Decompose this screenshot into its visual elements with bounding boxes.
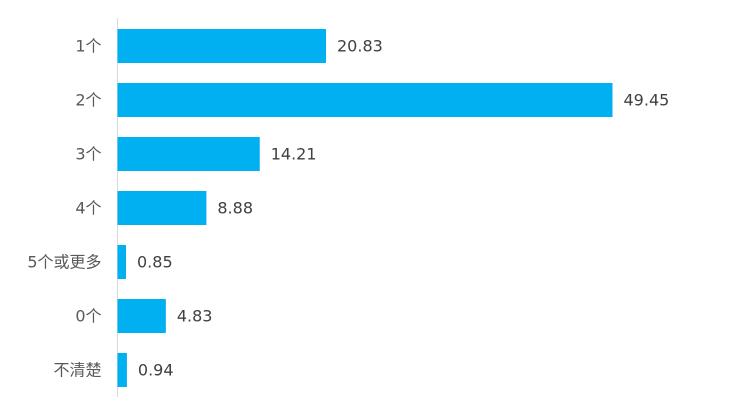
value-label-6: 0.94 bbox=[138, 361, 174, 380]
value-label-1: 49.45 bbox=[624, 91, 670, 110]
value-labels: 20.83 49.45 14.21 8.88 0.85 4.83 0.94 bbox=[137, 37, 669, 380]
bar-2 bbox=[117, 137, 260, 171]
category-label-6: 不清楚 bbox=[53, 361, 101, 380]
bar-5 bbox=[117, 299, 166, 333]
value-label-4: 0.85 bbox=[137, 253, 173, 272]
bars-group bbox=[117, 29, 613, 387]
category-label-1: 2个 bbox=[75, 91, 101, 110]
value-label-5: 4.83 bbox=[177, 307, 213, 326]
bar-1 bbox=[117, 83, 613, 117]
category-label-2: 3个 bbox=[75, 145, 101, 164]
bar-0 bbox=[117, 29, 327, 63]
category-label-3: 4个 bbox=[75, 199, 101, 218]
bar-4 bbox=[117, 245, 127, 279]
value-label-3: 8.88 bbox=[217, 199, 253, 218]
bar-3 bbox=[117, 191, 207, 225]
category-label-4: 5个或更多 bbox=[27, 253, 101, 272]
category-label-5: 0个 bbox=[75, 307, 101, 326]
value-label-0: 20.83 bbox=[337, 37, 383, 56]
bar-6 bbox=[117, 353, 127, 387]
value-label-2: 14.21 bbox=[271, 145, 317, 164]
category-label-0: 1个 bbox=[75, 37, 101, 56]
